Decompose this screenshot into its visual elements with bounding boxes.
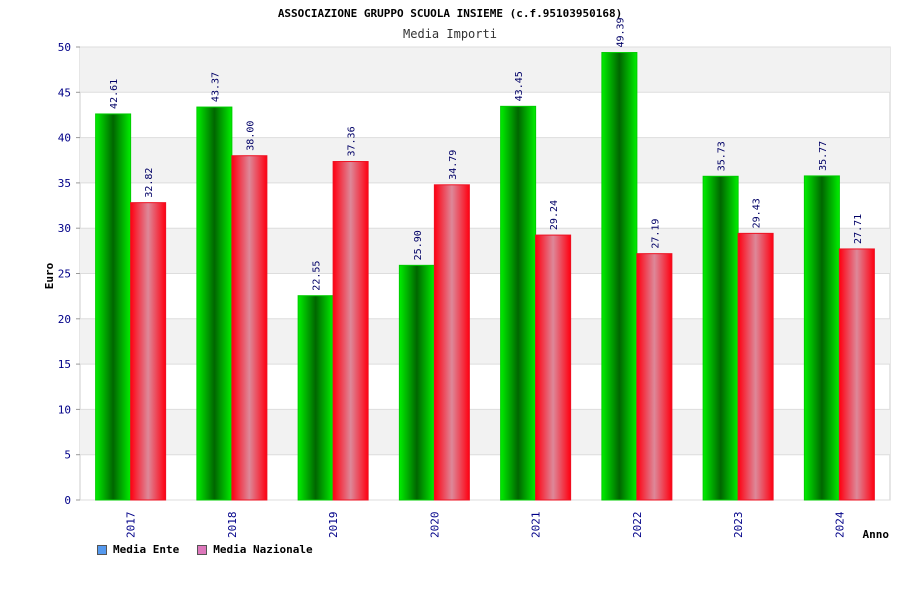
y-tick-label: 45: [58, 86, 71, 99]
y-axis-label: Euro: [43, 262, 56, 289]
x-tick-label: 2018: [226, 512, 239, 539]
data-label: 22.55: [312, 261, 323, 291]
legend-item-media-nazionale: Media Nazionale: [197, 543, 313, 556]
data-label: 35.77: [818, 141, 829, 171]
x-tick-label: 2019: [327, 512, 340, 539]
legend: Media Ente Media Nazionale: [97, 543, 313, 556]
data-label: 43.37: [210, 72, 221, 102]
x-axis-label: Anno: [863, 528, 890, 541]
y-tick-label: 10: [58, 403, 71, 416]
y-tick-label: 25: [58, 268, 71, 281]
x-tick-label: 2023: [732, 512, 745, 539]
legend-label-media-nazionale: Media Nazionale: [213, 543, 313, 556]
data-label: 35.73: [717, 141, 728, 171]
y-tick-label: 0: [64, 494, 71, 507]
x-tick-label: 2017: [125, 512, 138, 539]
bar-media-ente-2020: [398, 264, 435, 501]
y-tick-label: 50: [58, 41, 71, 54]
data-label: 42.61: [109, 79, 120, 109]
data-label: 37.36: [347, 126, 358, 156]
bar-media-ente-2019: [297, 295, 334, 501]
y-tick-label: 5: [64, 449, 71, 462]
y-tick-label: 40: [58, 132, 71, 145]
bar-media-ente-2022: [601, 52, 638, 501]
data-label: 29.43: [752, 198, 763, 228]
legend-swatch-media-ente: [97, 544, 107, 555]
bar-media-ente-2018: [196, 106, 233, 501]
y-tick-label: 35: [58, 177, 71, 190]
legend-swatch-media-nazionale: [197, 544, 208, 555]
y-tick-label: 30: [58, 222, 71, 235]
x-tick-label: 2021: [530, 512, 543, 539]
data-label: 27.19: [650, 219, 661, 249]
legend-item-media-ente: Media Ente: [97, 543, 179, 556]
chart-title: ASSOCIAZIONE GRUPPO SCUOLA INSIEME (c.f.…: [278, 7, 622, 20]
y-tick-label: 20: [58, 313, 71, 326]
x-axis-ticks: 2017 2018 2019 2020 2021 2022 2023 2024: [125, 511, 847, 538]
data-label: 49.39: [615, 17, 626, 47]
data-label: 38.00: [245, 121, 256, 151]
data-label: 25.90: [413, 230, 424, 260]
bar-media-ente-2023: [702, 175, 739, 501]
bar-media-nazionale-2019: [332, 161, 369, 501]
plot-band: [80, 47, 890, 93]
data-label: 32.82: [144, 168, 155, 198]
data-label: 34.79: [448, 150, 459, 180]
legend-label-media-ente: Media Ente: [113, 543, 180, 556]
data-label: 27.71: [853, 214, 864, 244]
bar-media-nazionale-2017: [130, 202, 167, 501]
x-tick-label: 2024: [833, 511, 846, 538]
chart-subtitle: Media Importi: [403, 27, 497, 41]
bar-media-nazionale-2022: [636, 253, 673, 501]
data-label: 43.45: [514, 71, 525, 101]
bar-media-nazionale-2018: [231, 155, 268, 501]
bar-media-ente-2017: [95, 113, 132, 501]
bar-media-ente-2021: [500, 105, 537, 501]
bar-media-nazionale-2024: [838, 248, 875, 501]
bar-media-nazionale-2020: [433, 184, 470, 501]
y-tick-label: 15: [58, 358, 71, 371]
data-label: 29.24: [549, 200, 560, 230]
bar-media-ente-2024: [803, 175, 840, 501]
bar-media-nazionale-2023: [737, 232, 774, 501]
x-tick-label: 2020: [428, 512, 441, 539]
bar-media-nazionale-2021: [535, 234, 572, 501]
bars: 42.61 32.82 43.37 38.00 22.55 37.36 25.90 34.79…: [95, 17, 875, 501]
y-axis-ticks: 0 5 10 15 20 25 30 35 40 45 50: [58, 41, 80, 507]
x-tick-label: 2022: [631, 512, 644, 539]
